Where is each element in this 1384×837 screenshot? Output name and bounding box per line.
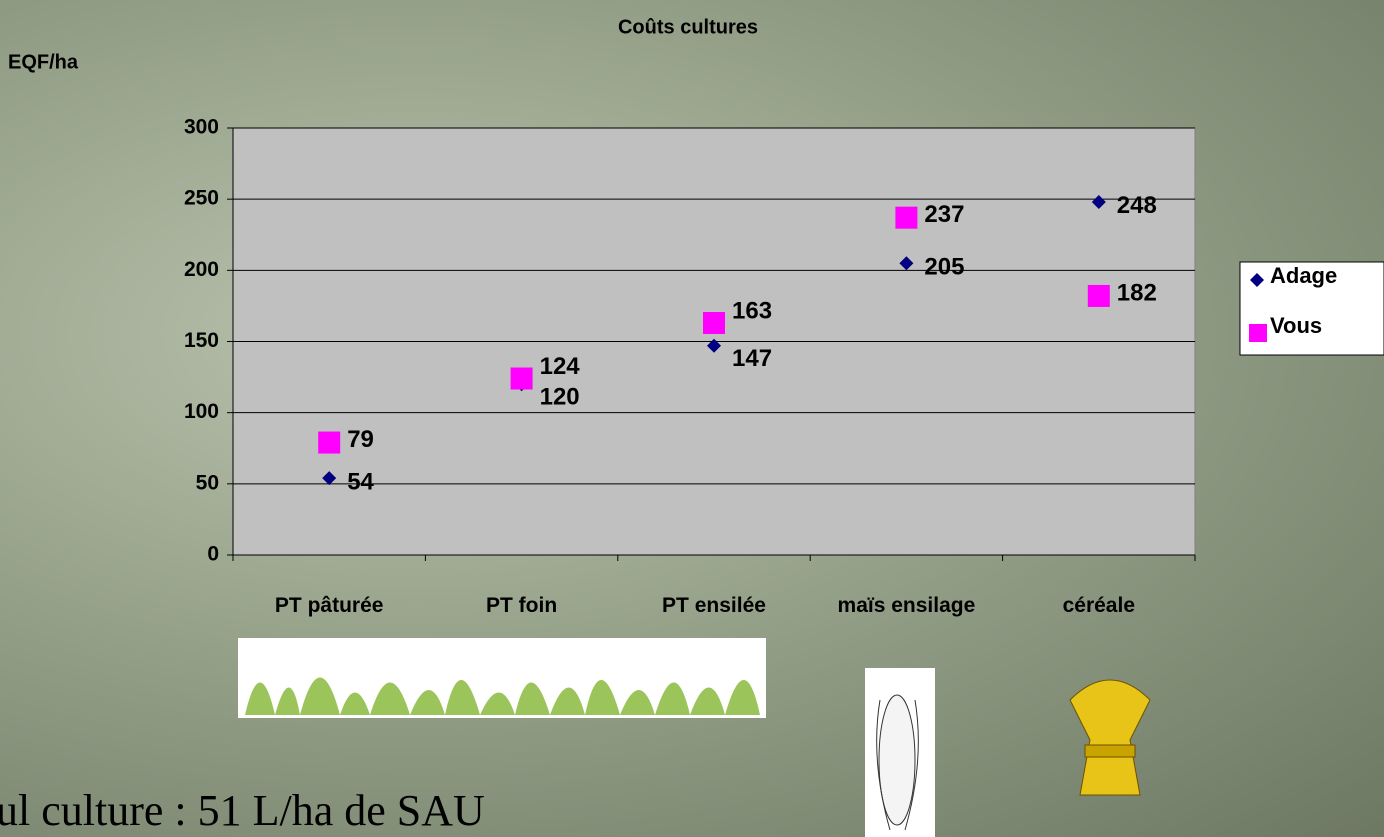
legend-swatch [1249,324,1267,342]
x-tick-label: PT ensilée [662,594,766,617]
data-label: 79 [347,426,374,453]
data-label: 120 [540,383,580,410]
data-label: 182 [1117,279,1157,306]
y-tick-label: 50 [196,471,219,494]
legend-label: Adage [1270,263,1337,288]
point [895,206,918,229]
y-tick-label: 100 [184,400,219,423]
x-tick-label: céréale [1062,594,1135,617]
point [322,471,337,486]
point [899,256,914,271]
grass-image [238,638,766,718]
wheat-image [1069,679,1151,796]
data-label: 147 [732,345,772,372]
point [1091,195,1106,210]
x-tick-label: PT pâturée [274,594,384,617]
point [510,367,533,390]
data-label: 54 [347,468,374,495]
legend-label: Vous [1270,313,1322,338]
y-tick-label: 150 [184,329,219,352]
point [707,338,721,353]
point [1087,284,1110,307]
data-label: 124 [540,353,581,380]
data-label: 248 [1117,192,1157,219]
x-tick-label: PT foin [486,594,558,617]
y-axis-label: EQF/ha [8,51,79,73]
point [703,311,725,334]
data-label: 237 [924,201,964,228]
data-label: 205 [924,253,964,280]
y-tick-label: 200 [184,258,219,281]
chart-title: Coûts cultures [618,16,758,38]
y-tick-label: 0 [207,543,219,566]
legend-swatch [1250,273,1264,287]
footer-text: ul culture : 51 L/ha de SAU [0,786,485,835]
x-tick-label: maïs ensilage [837,594,976,617]
y-tick-label: 250 [184,187,219,210]
point [318,431,341,454]
data-label: 163 [732,298,772,325]
y-tick-label: 300 [184,116,219,139]
corn-image [865,668,935,837]
